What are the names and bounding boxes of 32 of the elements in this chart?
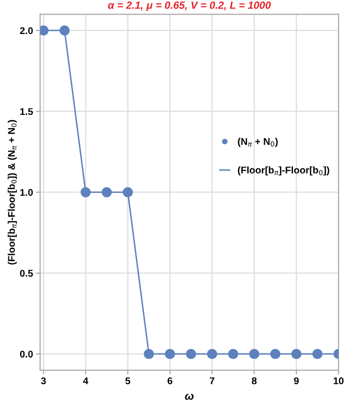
x-tick-label: 5	[125, 377, 130, 384]
x-tick-label: 10	[334, 377, 344, 384]
point	[228, 348, 238, 360]
x-tick-label: 7	[210, 377, 214, 384]
point	[249, 348, 260, 360]
text: (Floor[b$_{π}$]-Floor[b$_{0}$]) & (N$_{π}$ + N$_{0}$)	[8, 120, 17, 265]
y-tick-label: 2.0	[20, 27, 33, 34]
x-tick-label: 6	[168, 377, 172, 384]
point	[270, 348, 280, 360]
x-tick-label: 3	[41, 377, 46, 384]
x-axis-title: ω	[184, 394, 194, 400]
x-tick-label: 4	[83, 377, 88, 384]
point	[291, 348, 302, 360]
point	[122, 187, 133, 198]
point	[164, 348, 176, 360]
y-tick-label: 0.0	[20, 350, 33, 358]
point	[207, 348, 218, 360]
legend-label: (Floor[b$_{π}$]-Floor[b$_{0}$])	[238, 166, 330, 176]
point	[144, 348, 154, 360]
point	[312, 348, 323, 360]
legend-label: (N$_{π}$ + N$_{0}$)	[238, 138, 278, 147]
chart-title: α = 2.1, μ = 0.65, V = 0.2, L = 1000	[108, 1, 271, 11]
y-tick-label: 1.0	[20, 188, 33, 196]
point	[59, 25, 70, 36]
point	[102, 187, 112, 198]
point	[80, 187, 91, 198]
point	[40, 25, 49, 36]
point	[186, 348, 196, 360]
y-tick-label: 1.5	[20, 108, 33, 115]
y-tick-label: 0.5	[20, 270, 33, 277]
x-tick-label: 9	[294, 377, 299, 384]
x-tick-label: 8	[252, 377, 257, 384]
